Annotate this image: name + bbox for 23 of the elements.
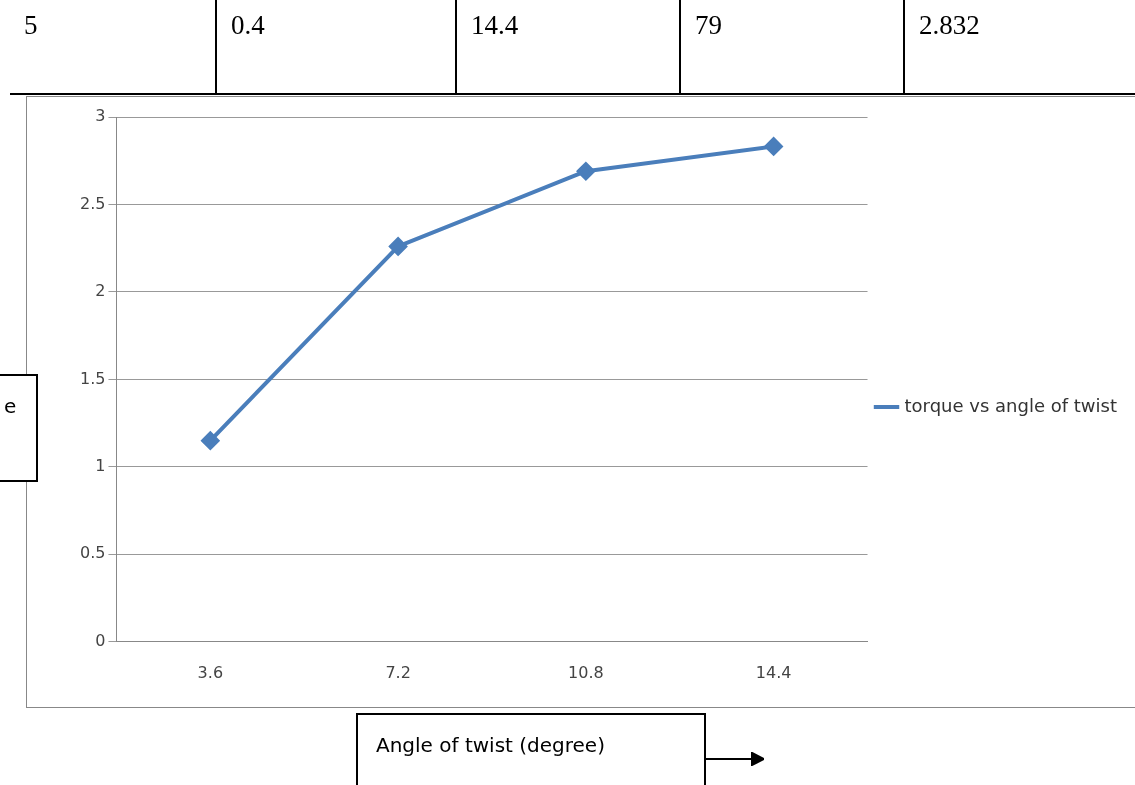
point <box>576 162 595 181</box>
text: 14.4 <box>455 0 679 93</box>
legend-label: torque vs angle of twist <box>904 394 1117 416</box>
y-tick-label: 0.5 <box>79 543 106 563</box>
x-tick-label: 14.4 <box>755 662 792 682</box>
x-tick-label: 7.2 <box>385 662 411 682</box>
y-tick-label: 2.5 <box>79 193 106 213</box>
point <box>764 137 783 156</box>
x-axis-title: Angle of twist (degree) <box>356 713 706 785</box>
x-tick-label: 10.8 <box>568 662 604 682</box>
y-tick-label: 3 <box>95 106 106 126</box>
y-tick-label: 1.5 <box>79 368 106 388</box>
text: 2.832 <box>903 0 1135 93</box>
y-tick-label: 0 <box>95 630 106 650</box>
text: 0.4 <box>215 0 455 93</box>
text: 79 <box>679 0 903 93</box>
y-tick-label: 1 <box>95 456 106 476</box>
x-tick-label: 3.6 <box>197 662 224 682</box>
y-axis-title: e <box>0 374 38 482</box>
text: 5 <box>23 9 39 42</box>
point <box>389 237 408 256</box>
y-tick-label: 2 <box>95 281 106 301</box>
point <box>201 431 220 450</box>
